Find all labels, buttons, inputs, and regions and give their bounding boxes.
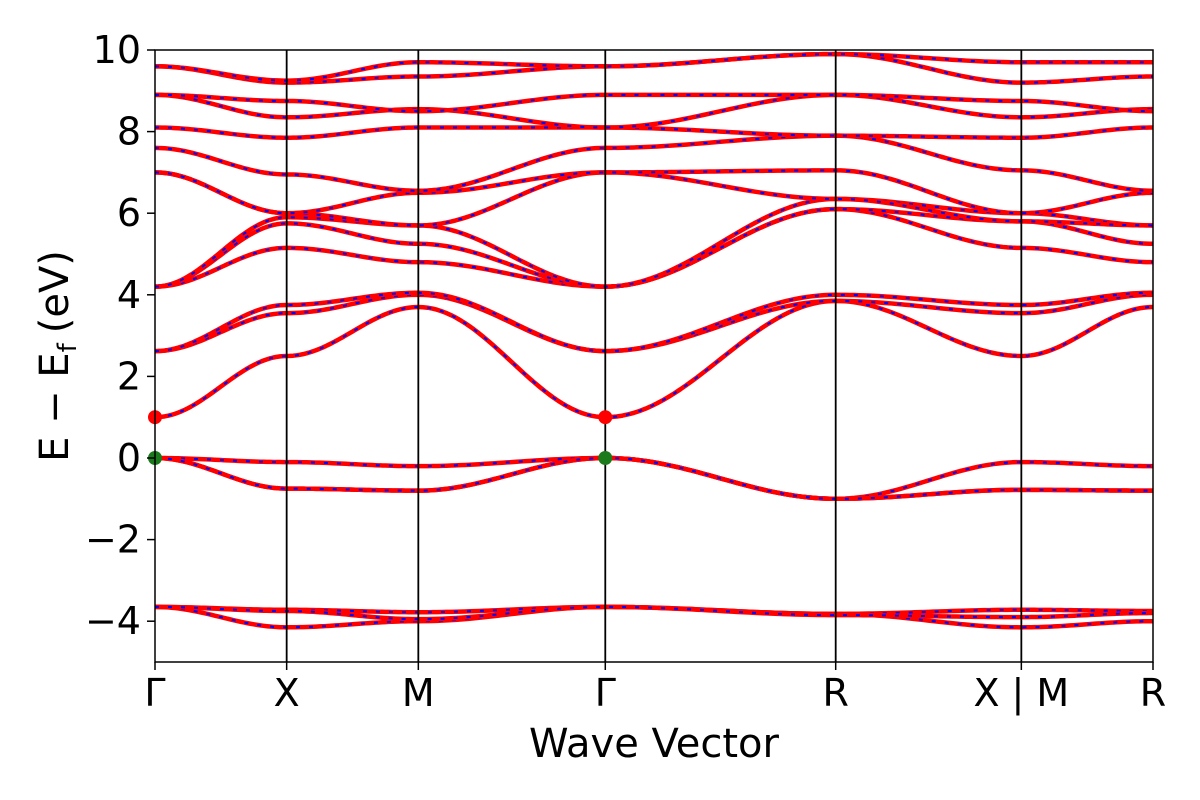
y-tick-label: 4 [117, 273, 141, 317]
band-spin-down [154, 134, 1154, 192]
extrema-markers [148, 410, 613, 465]
cbm-marker [598, 410, 613, 425]
bands-layer [154, 51, 1154, 630]
y-axis-label-unit: (eV) [32, 250, 78, 333]
x-tick-label: X | M [973, 671, 1069, 716]
plot-frame [154, 49, 1154, 663]
y-tick-label: 2 [117, 354, 141, 398]
y-tick-label: 6 [117, 191, 141, 235]
x-tick-label: Γ [595, 671, 616, 715]
band-spin-up [154, 92, 1154, 114]
vbm-marker [598, 451, 613, 465]
y-tick-label: −2 [85, 518, 141, 562]
y-axis-label-subscript: f [53, 342, 83, 352]
y-axis-label-main: E − E [32, 352, 78, 462]
y-axis-ticks: −4 −2 0 2 4 6 8 10 [85, 28, 155, 643]
x-tick-label: Γ [144, 671, 165, 715]
band-spin-down [154, 291, 1154, 353]
x-axis-ticks: Γ X M Γ R X | M R [144, 662, 1166, 716]
y-tick-label: 8 [117, 110, 141, 154]
x-tick-label: X [274, 671, 300, 715]
band-spin-down [154, 299, 1154, 419]
band-spin-down [154, 53, 1153, 82]
band-spin-up [154, 290, 1154, 354]
k-point-lines [285, 50, 1023, 662]
band-spin-up [154, 133, 1154, 194]
y-tick-label: −4 [85, 599, 141, 643]
y-axis-label: E − Ef (eV) [32, 250, 83, 462]
band-spin-up [154, 125, 1154, 140]
x-tick-label: R [1140, 671, 1166, 715]
x-axis-label: Wave Vector [529, 721, 780, 767]
y-tick-label: 0 [117, 436, 141, 480]
band-spin-up [154, 51, 1153, 83]
x-tick-label: R [822, 671, 848, 715]
y-tick-label: 10 [93, 28, 141, 72]
x-tick-label: M [402, 671, 435, 715]
band-spin-up [154, 298, 1154, 420]
